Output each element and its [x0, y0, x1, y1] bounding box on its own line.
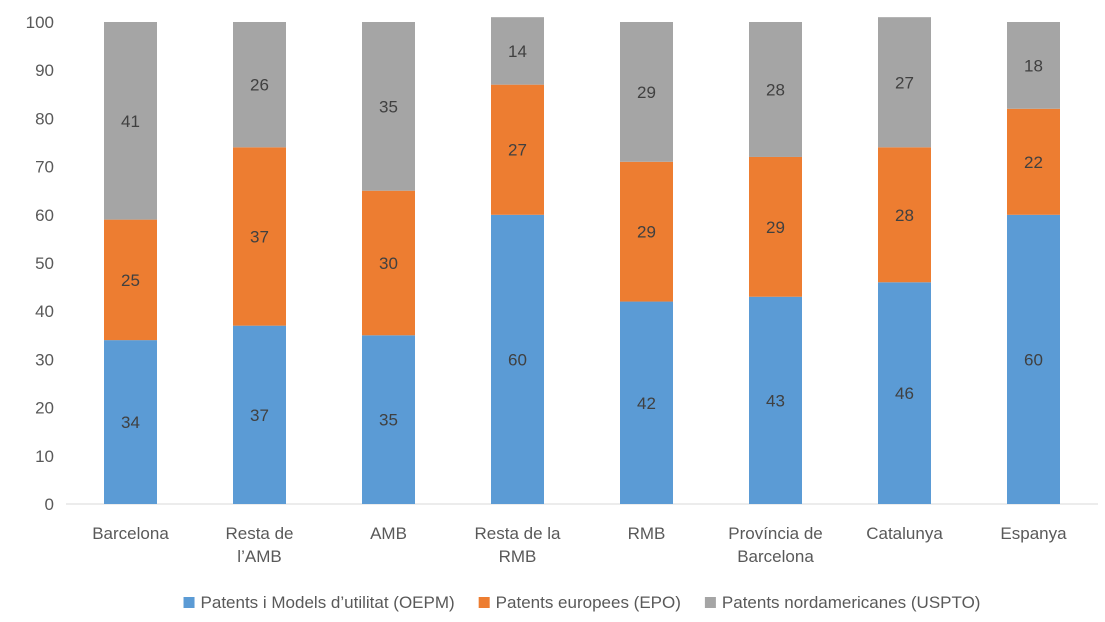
legend-item: Patents nordamericanes (USPTO) — [704, 593, 981, 612]
bars — [104, 17, 1060, 505]
x-tick-label-line: Barcelona — [737, 547, 814, 566]
x-tick-label: AMB — [370, 524, 407, 543]
data-label: 35 — [379, 411, 398, 430]
x-tick-label: Espanya — [1000, 524, 1067, 543]
bar-segment — [1007, 214, 1060, 505]
legend-swatch — [704, 597, 716, 608]
legend-item: Patents europees (EPO) — [478, 593, 681, 612]
x-tick-label-line: Resta de — [225, 524, 293, 543]
x-tick-label-line: Barcelona — [92, 524, 169, 543]
x-tick-label-line: AMB — [370, 524, 407, 543]
data-label: 43 — [766, 391, 785, 410]
data-label: 29 — [766, 218, 785, 237]
legend-swatch — [183, 597, 195, 608]
y-tick-label: 0 — [45, 495, 54, 514]
x-tick-label-line: l’AMB — [237, 547, 281, 566]
y-tick-label: 60 — [35, 206, 54, 225]
y-tick-label: 90 — [35, 61, 54, 80]
axes: 0 10 20 30 40 50 60 70 80 90 100 — [26, 13, 1098, 514]
data-label: 22 — [1024, 153, 1043, 172]
legend-label: Patents nordamericanes (USPTO) — [722, 593, 981, 612]
x-tick-label: Resta de la RMB — [475, 524, 562, 566]
data-label: 60 — [1024, 350, 1043, 369]
data-label: 29 — [637, 83, 656, 102]
data-label: 14 — [508, 42, 527, 61]
data-label: 18 — [1024, 56, 1043, 75]
data-label: 46 — [895, 384, 914, 403]
legend: Patents i Models d’utilitat (OEPM) Patent… — [183, 593, 981, 612]
bar-segment — [620, 22, 673, 162]
data-label: 27 — [508, 141, 527, 160]
y-tick-label: 70 — [35, 158, 54, 177]
y-tick-label: 30 — [35, 350, 54, 369]
bar-segment — [491, 84, 544, 215]
bar-segment — [878, 282, 931, 504]
bar-segment — [362, 22, 415, 191]
y-tick-label: 100 — [26, 13, 54, 32]
legend-label: Patents europees (EPO) — [496, 593, 681, 612]
bar-segment — [620, 161, 673, 302]
bar-segment — [1007, 22, 1060, 109]
data-label: 34 — [121, 413, 140, 432]
data-label: 42 — [637, 394, 656, 413]
data-labels: 34 25 41 37 37 26 35 30 35 60 27 14 42 29 29 43 29 28 46 28… — [121, 42, 1043, 432]
bar-segment — [233, 22, 286, 148]
data-label: 29 — [637, 223, 656, 242]
bar-segment — [104, 22, 157, 220]
data-label: 30 — [379, 254, 398, 273]
data-label: 35 — [379, 97, 398, 116]
bar-segment — [878, 147, 931, 283]
y-tick-label: 80 — [35, 109, 54, 128]
bar-segment — [362, 335, 415, 504]
data-label: 27 — [895, 73, 914, 92]
bar-segment — [749, 296, 802, 504]
y-tick-label: 10 — [35, 447, 54, 466]
y-tick-label: 50 — [35, 254, 54, 273]
y-tick-label: 40 — [35, 302, 54, 321]
data-label: 37 — [250, 406, 269, 425]
data-label: 41 — [121, 112, 140, 131]
data-label: 37 — [250, 227, 269, 246]
bar-segment — [749, 22, 802, 157]
bar-segment — [491, 214, 544, 505]
bar-segment — [620, 301, 673, 504]
y-tick-label: 20 — [35, 399, 54, 418]
x-tick-label-line: Espanya — [1000, 524, 1067, 543]
x-tick-label: Barcelona — [92, 524, 169, 543]
x-tick-label-line: RMB — [499, 547, 537, 566]
data-label: 25 — [121, 271, 140, 290]
x-tick-label: RMB — [628, 524, 666, 543]
x-tick-label-line: Província de — [728, 524, 823, 543]
x-tick-label: Província de Barcelona — [728, 524, 823, 566]
data-label: 28 — [766, 80, 785, 99]
bar-segment — [104, 340, 157, 504]
data-label: 26 — [250, 76, 269, 95]
legend-swatch — [478, 597, 490, 608]
legend-item: Patents i Models d’utilitat (OEPM) — [183, 593, 455, 612]
bar-segment — [878, 17, 931, 148]
x-tick-label: Catalunya — [866, 524, 943, 543]
x-tick-label-line: RMB — [628, 524, 666, 543]
x-tick-label-line: Resta de la — [475, 524, 562, 543]
bar-segment — [233, 147, 286, 326]
bar-segment — [1007, 108, 1060, 215]
x-tick-label-line: Catalunya — [866, 524, 943, 543]
legend-label: Patents i Models d’utilitat (OEPM) — [201, 593, 455, 612]
bar-segment — [233, 325, 286, 504]
bar-segment — [491, 17, 544, 85]
x-tick-label: Resta de l’AMB — [225, 524, 293, 566]
data-label: 60 — [508, 350, 527, 369]
bar-segment — [104, 219, 157, 341]
data-label: 28 — [895, 206, 914, 225]
bar-segment — [749, 156, 802, 297]
bar-segment — [362, 190, 415, 336]
